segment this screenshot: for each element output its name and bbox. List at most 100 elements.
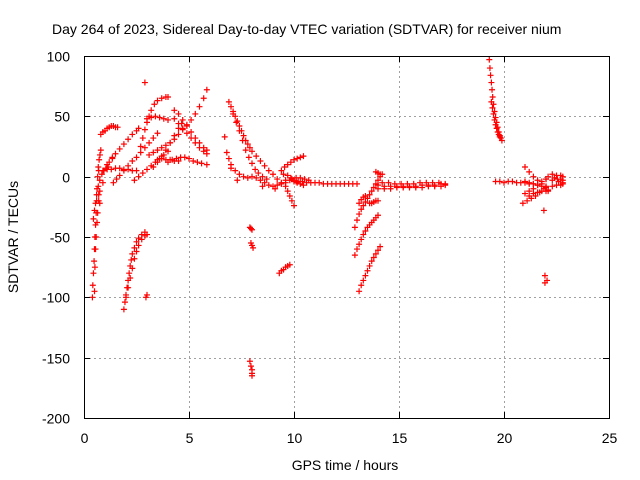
data-point: [179, 125, 186, 132]
data-point: [94, 219, 101, 226]
data-point: [116, 165, 123, 172]
data-point: [129, 131, 136, 138]
data-point: [93, 234, 100, 240]
series-arc-g3: [356, 243, 384, 295]
data-point: [278, 167, 285, 174]
data-point: [261, 179, 268, 186]
data-point: [144, 166, 150, 173]
data-point: [156, 114, 163, 121]
data-point: [288, 197, 295, 204]
data-point: [249, 148, 255, 155]
data-point: [526, 192, 533, 199]
data-point: [249, 226, 255, 233]
data-point: [158, 95, 165, 102]
data-point: [545, 188, 552, 195]
data-point: [236, 171, 243, 178]
data-point: [375, 185, 381, 192]
data-point: [175, 120, 182, 127]
data-point: [90, 270, 97, 277]
data-point: [242, 147, 249, 154]
series-arc-c2: [123, 231, 150, 301]
data-point: [351, 224, 358, 231]
data-point: [385, 179, 392, 186]
series-arc-j8: [549, 180, 566, 190]
data-point: [291, 156, 297, 163]
data-point: [410, 180, 417, 187]
data-point: [192, 110, 199, 117]
data-point: [274, 176, 281, 183]
data-point: [152, 113, 159, 120]
data-point: [354, 246, 360, 253]
data-point: [146, 139, 153, 146]
data-point: [372, 250, 379, 257]
data-point: [154, 130, 161, 137]
series-arc-h3: [375, 182, 449, 192]
data-point: [362, 199, 369, 206]
data-point: [150, 135, 157, 142]
data-points: [89, 56, 566, 379]
data-point: [549, 171, 556, 178]
data-point: [442, 182, 449, 189]
data-point: [125, 284, 132, 291]
data-point: [358, 236, 365, 243]
data-point: [158, 144, 165, 151]
data-point: [162, 147, 169, 154]
data-point: [91, 288, 98, 295]
data-point: [540, 207, 547, 214]
data-point: [291, 202, 297, 209]
data-point: [146, 151, 153, 158]
data-point: [253, 174, 260, 181]
data-point: [148, 107, 155, 114]
data-point: [549, 183, 556, 190]
data-point: [160, 115, 167, 122]
data-point: [286, 192, 293, 199]
data-point: [221, 133, 228, 140]
series-arc-j6: [526, 188, 552, 199]
data-point: [234, 177, 241, 184]
data-point: [368, 188, 375, 195]
series-arc-d8: [154, 155, 182, 164]
data-point: [240, 173, 247, 180]
data-point: [522, 164, 528, 171]
data-point: [175, 157, 182, 164]
data-point: [297, 174, 304, 181]
data-point: [128, 256, 135, 263]
data-point: [141, 144, 148, 151]
data-point: [92, 246, 99, 253]
data-point: [381, 185, 388, 192]
data-point: [129, 157, 136, 164]
data-point: [91, 258, 98, 265]
data-point: [534, 177, 541, 184]
data-point: [239, 137, 246, 144]
data-point: [129, 250, 136, 257]
data-point: [412, 184, 419, 191]
series-arc-g2: [351, 212, 381, 259]
data-point: [186, 155, 192, 162]
data-point: [356, 200, 363, 207]
data-point: [377, 171, 384, 178]
y-tick-label: -100: [42, 290, 70, 306]
data-point: [171, 107, 178, 114]
data-point: [151, 101, 158, 108]
y-tick-label: -150: [42, 351, 70, 367]
data-point: [175, 131, 182, 138]
data-point: [183, 130, 190, 137]
data-point: [488, 98, 495, 105]
data-point: [534, 189, 541, 196]
data-point: [247, 225, 254, 232]
data-point: [274, 182, 281, 189]
data-point: [91, 264, 98, 271]
y-axis-label: SDTVAR / TECUs: [5, 181, 21, 293]
data-point: [491, 116, 498, 123]
series-arc-f4: [284, 172, 307, 189]
data-point: [125, 136, 132, 143]
data-point: [522, 190, 528, 197]
series-arc-b4: [110, 130, 161, 186]
data-point: [358, 282, 365, 289]
data-point: [89, 282, 96, 289]
series-isolated: [95, 79, 551, 301]
data-point: [104, 161, 111, 168]
data-point: [417, 179, 423, 186]
data-point: [366, 191, 373, 198]
y-tick-label: 100: [47, 49, 71, 65]
